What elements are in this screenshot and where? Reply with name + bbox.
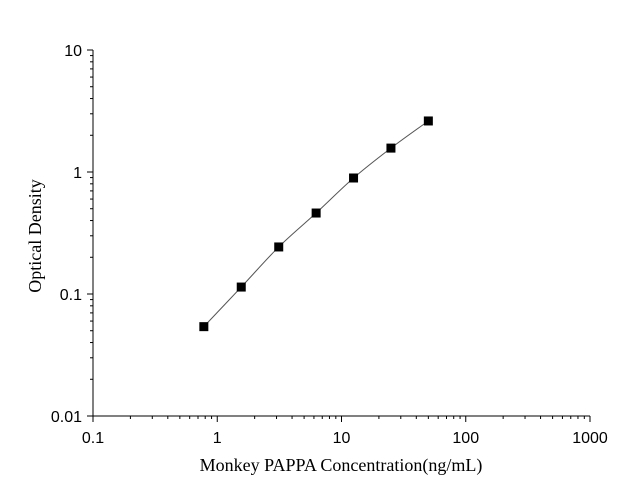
data-point [349,173,359,183]
x-axis-label: Monkey PAPPA Concentration(ng/mL) [200,455,483,476]
data-point [386,143,396,153]
x-tick-label: 1 [213,430,222,447]
data-point [423,116,433,126]
x-tick-label: 10 [333,430,351,447]
data-point [274,242,284,252]
axes [87,49,591,422]
data-point [311,208,321,218]
x-tick-labels: 0.1 1 10 100 1000 [82,430,608,447]
data-point [199,322,209,332]
y-tick-label: 1 [73,165,82,182]
y-tick-labels: 0.01 0.1 1 10 [51,43,82,426]
data-points [199,116,433,332]
y-tick-label: 0.01 [51,409,82,426]
x-tick-label: 1000 [572,430,608,447]
y-tick-label: 10 [64,43,82,60]
y-tick-label: 0.1 [60,287,82,304]
data-point [236,282,246,292]
x-tick-label: 100 [452,430,479,447]
y-axis-label: Optical Density [25,179,45,292]
x-tick-label: 0.1 [82,430,104,447]
